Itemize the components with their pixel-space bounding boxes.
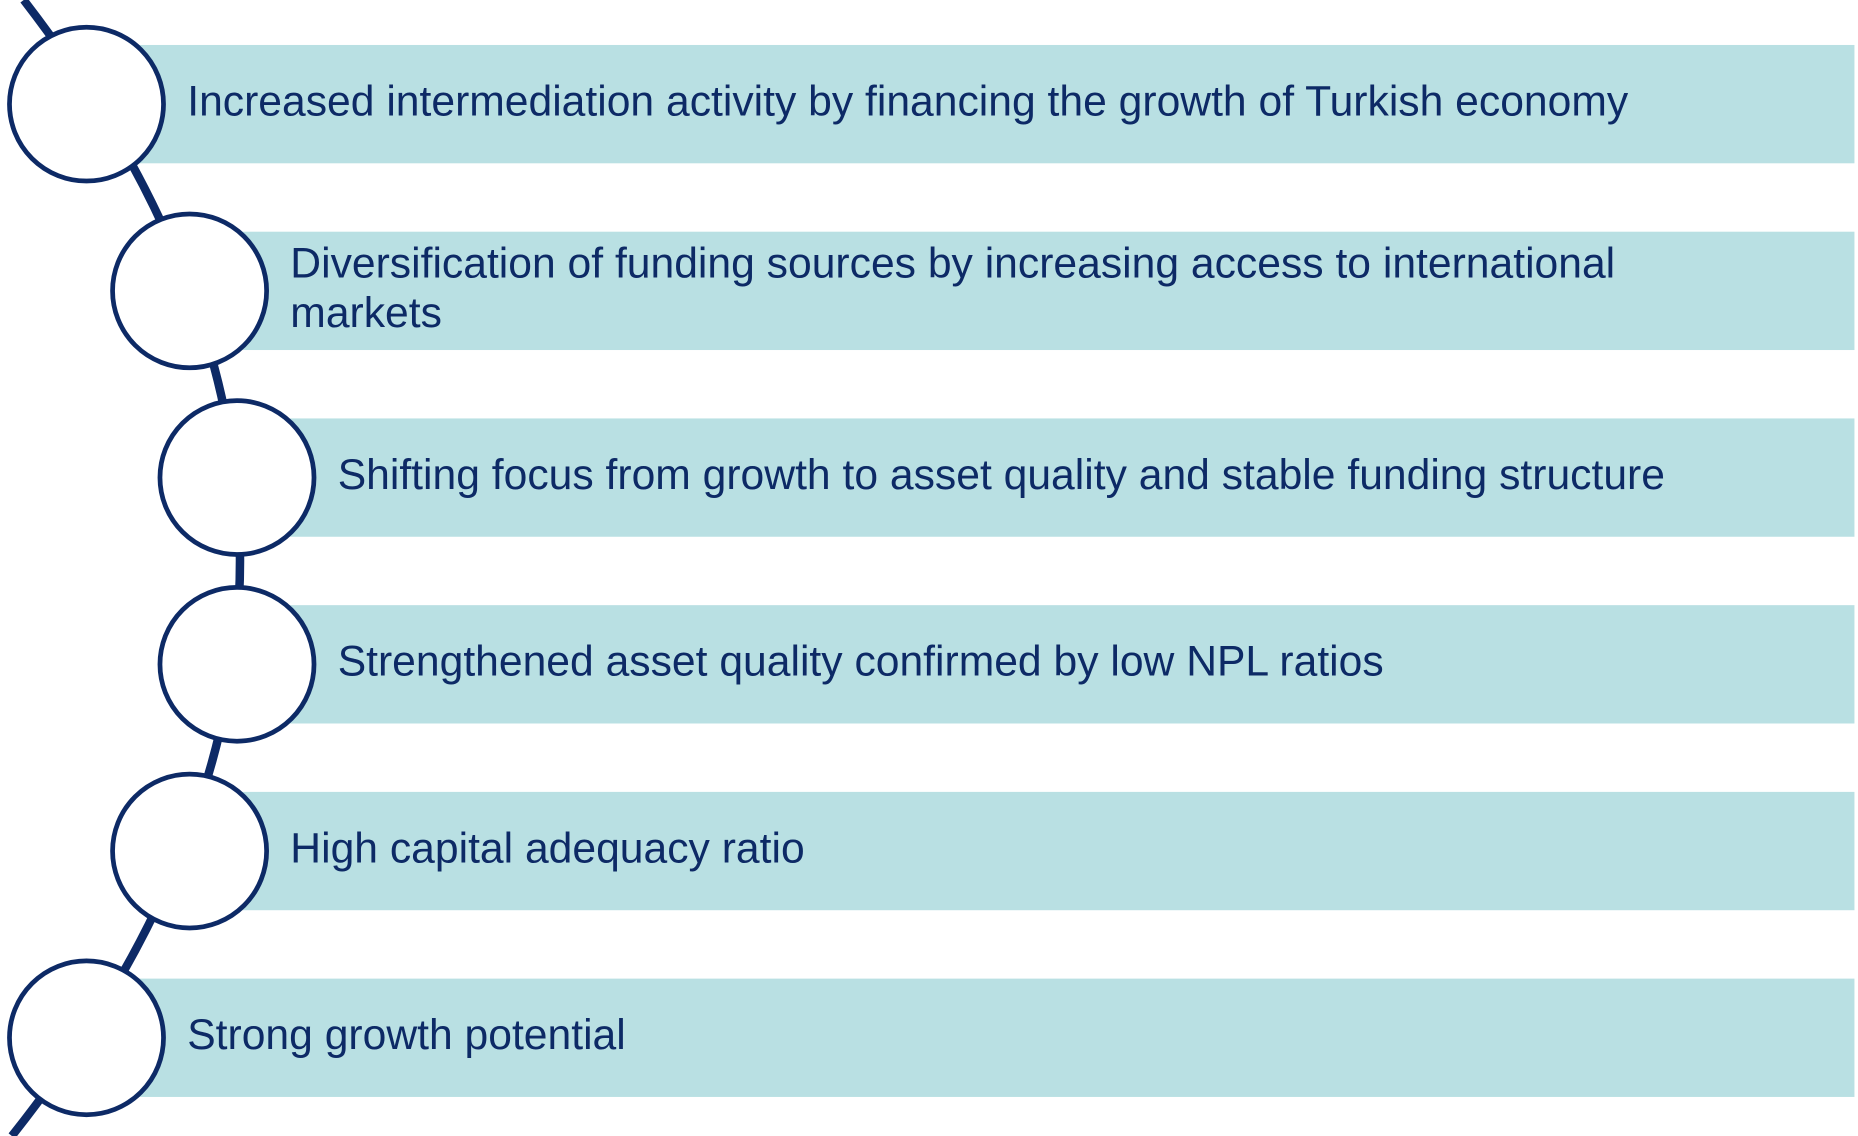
list-item: Diversification of funding sources by in… — [110, 211, 1855, 371]
item-circle — [110, 771, 269, 931]
item-bar — [86, 978, 1855, 1097]
item-text: Strengthened asset quality confirmed by … — [338, 638, 1384, 686]
item-text: Increased intermediation activity by fin… — [187, 77, 1629, 125]
item-circle — [157, 398, 317, 557]
list-item: Increased intermediation activity by fin… — [7, 24, 1855, 184]
list-item: High capital adequacy ratio — [110, 771, 1855, 931]
item-bar — [189, 231, 1855, 351]
connector-curve — [8, 0, 245, 1136]
list-item: Shifting focus from growth to asset qual… — [157, 398, 1855, 557]
item-circle — [7, 24, 166, 184]
item-text: Shifting focus from growth to asset qual… — [338, 451, 1665, 499]
item-circle — [157, 585, 317, 744]
item-circle — [7, 958, 166, 1118]
item-text: markets — [290, 289, 442, 337]
item-bar — [236, 605, 1855, 724]
item-text: Diversification of funding sources by in… — [290, 239, 1615, 287]
item-text: High capital adequacy ratio — [290, 824, 804, 872]
item-text: Strong growth potential — [187, 1011, 626, 1059]
list-item: Strong growth potential — [7, 958, 1855, 1118]
item-bar — [236, 418, 1855, 537]
list-item: Strengthened asset quality confirmed by … — [157, 585, 1855, 744]
item-bar — [86, 44, 1855, 164]
items: Increased intermediation activity by fin… — [7, 24, 1855, 1118]
item-circle — [110, 211, 269, 371]
item-bar — [189, 791, 1855, 911]
